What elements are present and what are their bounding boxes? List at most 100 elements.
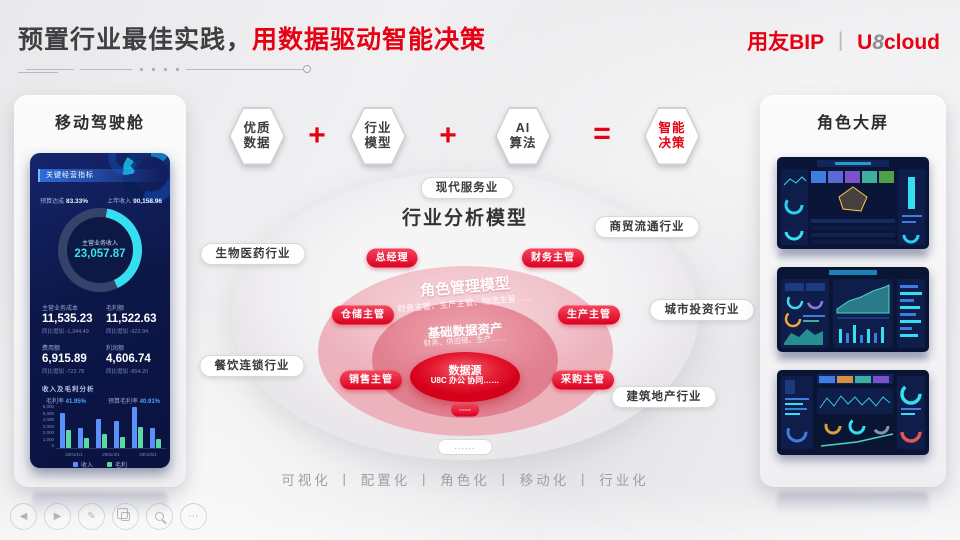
logo-divider: 丨 bbox=[830, 31, 852, 54]
role-pill-warehouse: 仓储主管 bbox=[332, 305, 394, 325]
bar-group bbox=[74, 428, 92, 448]
role-screen-card: 角色大屏 bbox=[760, 95, 946, 487]
bar-毛利 bbox=[83, 438, 89, 448]
legend-label: 收入 bbox=[80, 463, 93, 468]
bar-收入 bbox=[113, 421, 119, 448]
ellipsis-icon: ⋯ bbox=[188, 511, 199, 522]
bar-group bbox=[146, 428, 164, 448]
legend-swatch bbox=[72, 462, 78, 467]
hexagon-smart-decision: 智能 决策 bbox=[644, 107, 700, 165]
slide-browser-button[interactable] bbox=[112, 503, 139, 530]
bar-group bbox=[56, 413, 74, 448]
x-tick-label: 2001/1/1 bbox=[65, 452, 83, 457]
thumbnail-reflection bbox=[777, 251, 929, 263]
y-tick-label: 1,000 bbox=[42, 436, 54, 442]
slides-icon bbox=[117, 508, 130, 521]
metric-gross-margin: 毛利率 41.95% bbox=[46, 399, 87, 405]
kpi-gross-profit: 毛利额 11,522.63 同比增加 -922.94 bbox=[106, 306, 157, 335]
legend-swatch bbox=[107, 462, 112, 467]
plus-operator: + bbox=[308, 119, 326, 152]
footer-caption: 可视化 丨 配置化 丨 角色化 丨 移动化 丨 行业化 bbox=[281, 473, 649, 488]
equals-operator: = bbox=[593, 117, 611, 150]
legend-item: 毛利 bbox=[107, 460, 127, 468]
stat-last-year: 上年收入 90,158.96 bbox=[107, 198, 162, 205]
bar-收入 bbox=[77, 428, 83, 448]
y-tick-label: 0 bbox=[51, 443, 54, 449]
bar-毛利 bbox=[119, 437, 125, 448]
role-pill-production: 生产主管 bbox=[558, 305, 620, 325]
bar-收入 bbox=[59, 413, 65, 448]
u8-logo-8: 8 bbox=[872, 31, 884, 54]
y-tick-label: 2,000 bbox=[42, 430, 54, 436]
industry-pill-urban-investment: 城市投资行业 bbox=[649, 299, 755, 321]
mobile-cockpit-title: 移动驾驶舱 bbox=[54, 115, 145, 132]
analysis-section-title: 收入及毛利分析 bbox=[42, 386, 95, 393]
phone-stats-row: 预算达成 83.33% 上年收入 90,158.96 bbox=[40, 190, 162, 208]
slideshow-controls: ◀ ▶ ✎ ⋯ bbox=[10, 503, 207, 530]
yonyou-bip-logo: 用友BIP bbox=[747, 31, 825, 54]
bar-chart-x-axis: 2001/1/1 2001/3/1 2001/5/1 bbox=[56, 452, 166, 457]
industry-model-title: 行业分析模型 bbox=[401, 208, 528, 229]
role-pill-finance: 财务主管 bbox=[522, 248, 584, 268]
bar-毛利 bbox=[101, 434, 107, 448]
bar-chart-legend: 收入 毛利 bbox=[30, 460, 170, 468]
dashboard-thumbnail-3 bbox=[777, 370, 929, 455]
kpi-cost: 主营业务成本 11,535.23 同比增加 -1,344.49 bbox=[42, 306, 93, 335]
role-pill-sales: 销售主管 bbox=[340, 370, 402, 390]
page-title-red: 用数据驱动智能决策 bbox=[252, 26, 487, 54]
page-title-dark: 预置行业最佳实践， bbox=[18, 26, 253, 54]
page-title: 预置行业最佳实践，用数据驱动智能决策 bbox=[18, 20, 486, 56]
dashboard-thumbnail-2 bbox=[777, 267, 929, 352]
phone-dashboard: 关键经营指标 预算达成 83.33% 上年收入 90,158.96 主营业务收入 2… bbox=[30, 153, 170, 468]
kpi-expense: 费用额 6,915.89 同比增加 -722.78 bbox=[42, 346, 87, 375]
y-tick-label: 5,000 bbox=[42, 410, 54, 416]
legend-item: 收入 bbox=[72, 460, 93, 468]
y-tick-label: 3,000 bbox=[42, 423, 54, 429]
industry-pill-trade-circulation: 商贸流通行业 bbox=[594, 216, 700, 238]
pen-tool-button[interactable]: ✎ bbox=[78, 503, 105, 530]
industry-pill-biopharma: 生物医药行业 bbox=[200, 243, 306, 265]
brand-logos: 用友BIP 丨 U8cloud bbox=[747, 26, 940, 56]
x-tick-label: 2001/5/1 bbox=[139, 452, 157, 457]
bar-group bbox=[92, 419, 110, 448]
hexagon-industry-model: 行业 模型 bbox=[350, 107, 406, 165]
source-layer-title: 数据源 bbox=[448, 365, 482, 377]
previous-arrow-icon: ◀ bbox=[19, 511, 28, 522]
role-screen-title: 角色大屏 bbox=[816, 115, 889, 132]
bar-毛利 bbox=[65, 430, 71, 448]
x-tick-label: 2001/3/1 bbox=[102, 452, 120, 457]
dashboard-thumbnail-1 bbox=[777, 157, 929, 249]
donut-label: 主营业务收入 bbox=[81, 241, 118, 247]
kpi-profit: 利润额 4,606.74 同比增加 -854.20 bbox=[106, 346, 151, 375]
hexagon-quality-data: 优质 数据 bbox=[229, 107, 285, 165]
next-slide-button[interactable]: ▶ bbox=[44, 503, 71, 530]
bar-收入 bbox=[149, 428, 155, 448]
u8-logo-u: U bbox=[857, 31, 873, 54]
hexagon-ai-algorithm: AI 算法 bbox=[495, 107, 551, 165]
u8-logo-cloud: cloud bbox=[884, 31, 940, 54]
bar-chart-y-axis: 6,000 5,000 4,000 3,000 2,000 1,000 0 bbox=[34, 404, 54, 449]
industry-pill-restaurant-chain: 餐饮连锁行业 bbox=[199, 355, 305, 377]
bar-毛利 bbox=[137, 427, 143, 448]
zoom-button[interactable] bbox=[146, 503, 173, 530]
industry-pill-construction: 建筑地产行业 bbox=[611, 386, 717, 408]
thumbnail-reflection bbox=[777, 353, 929, 365]
y-tick-label: 4,000 bbox=[42, 417, 54, 423]
bar-毛利 bbox=[155, 439, 161, 448]
next-arrow-icon: ▶ bbox=[53, 511, 62, 522]
role-pill-general-manager: 总经理 bbox=[366, 248, 418, 268]
role-pill-purchasing: 采购主管 bbox=[552, 370, 614, 390]
previous-slide-button[interactable]: ◀ bbox=[10, 503, 37, 530]
bar-收入 bbox=[131, 407, 137, 448]
more-options-button[interactable]: ⋯ bbox=[180, 503, 207, 530]
stat-budget: 预算达成 83.33% bbox=[40, 198, 89, 205]
title-decor-line bbox=[18, 64, 378, 76]
y-tick-label: 6,000 bbox=[42, 404, 54, 409]
more-industries-pill: ...... bbox=[437, 439, 493, 455]
phone-header-bar: 关键经营指标 bbox=[38, 169, 162, 182]
data-source-core bbox=[410, 352, 520, 402]
bar-group bbox=[110, 421, 128, 448]
magnifier-icon bbox=[155, 512, 164, 521]
donut-value: 23,057.87 bbox=[74, 248, 126, 260]
